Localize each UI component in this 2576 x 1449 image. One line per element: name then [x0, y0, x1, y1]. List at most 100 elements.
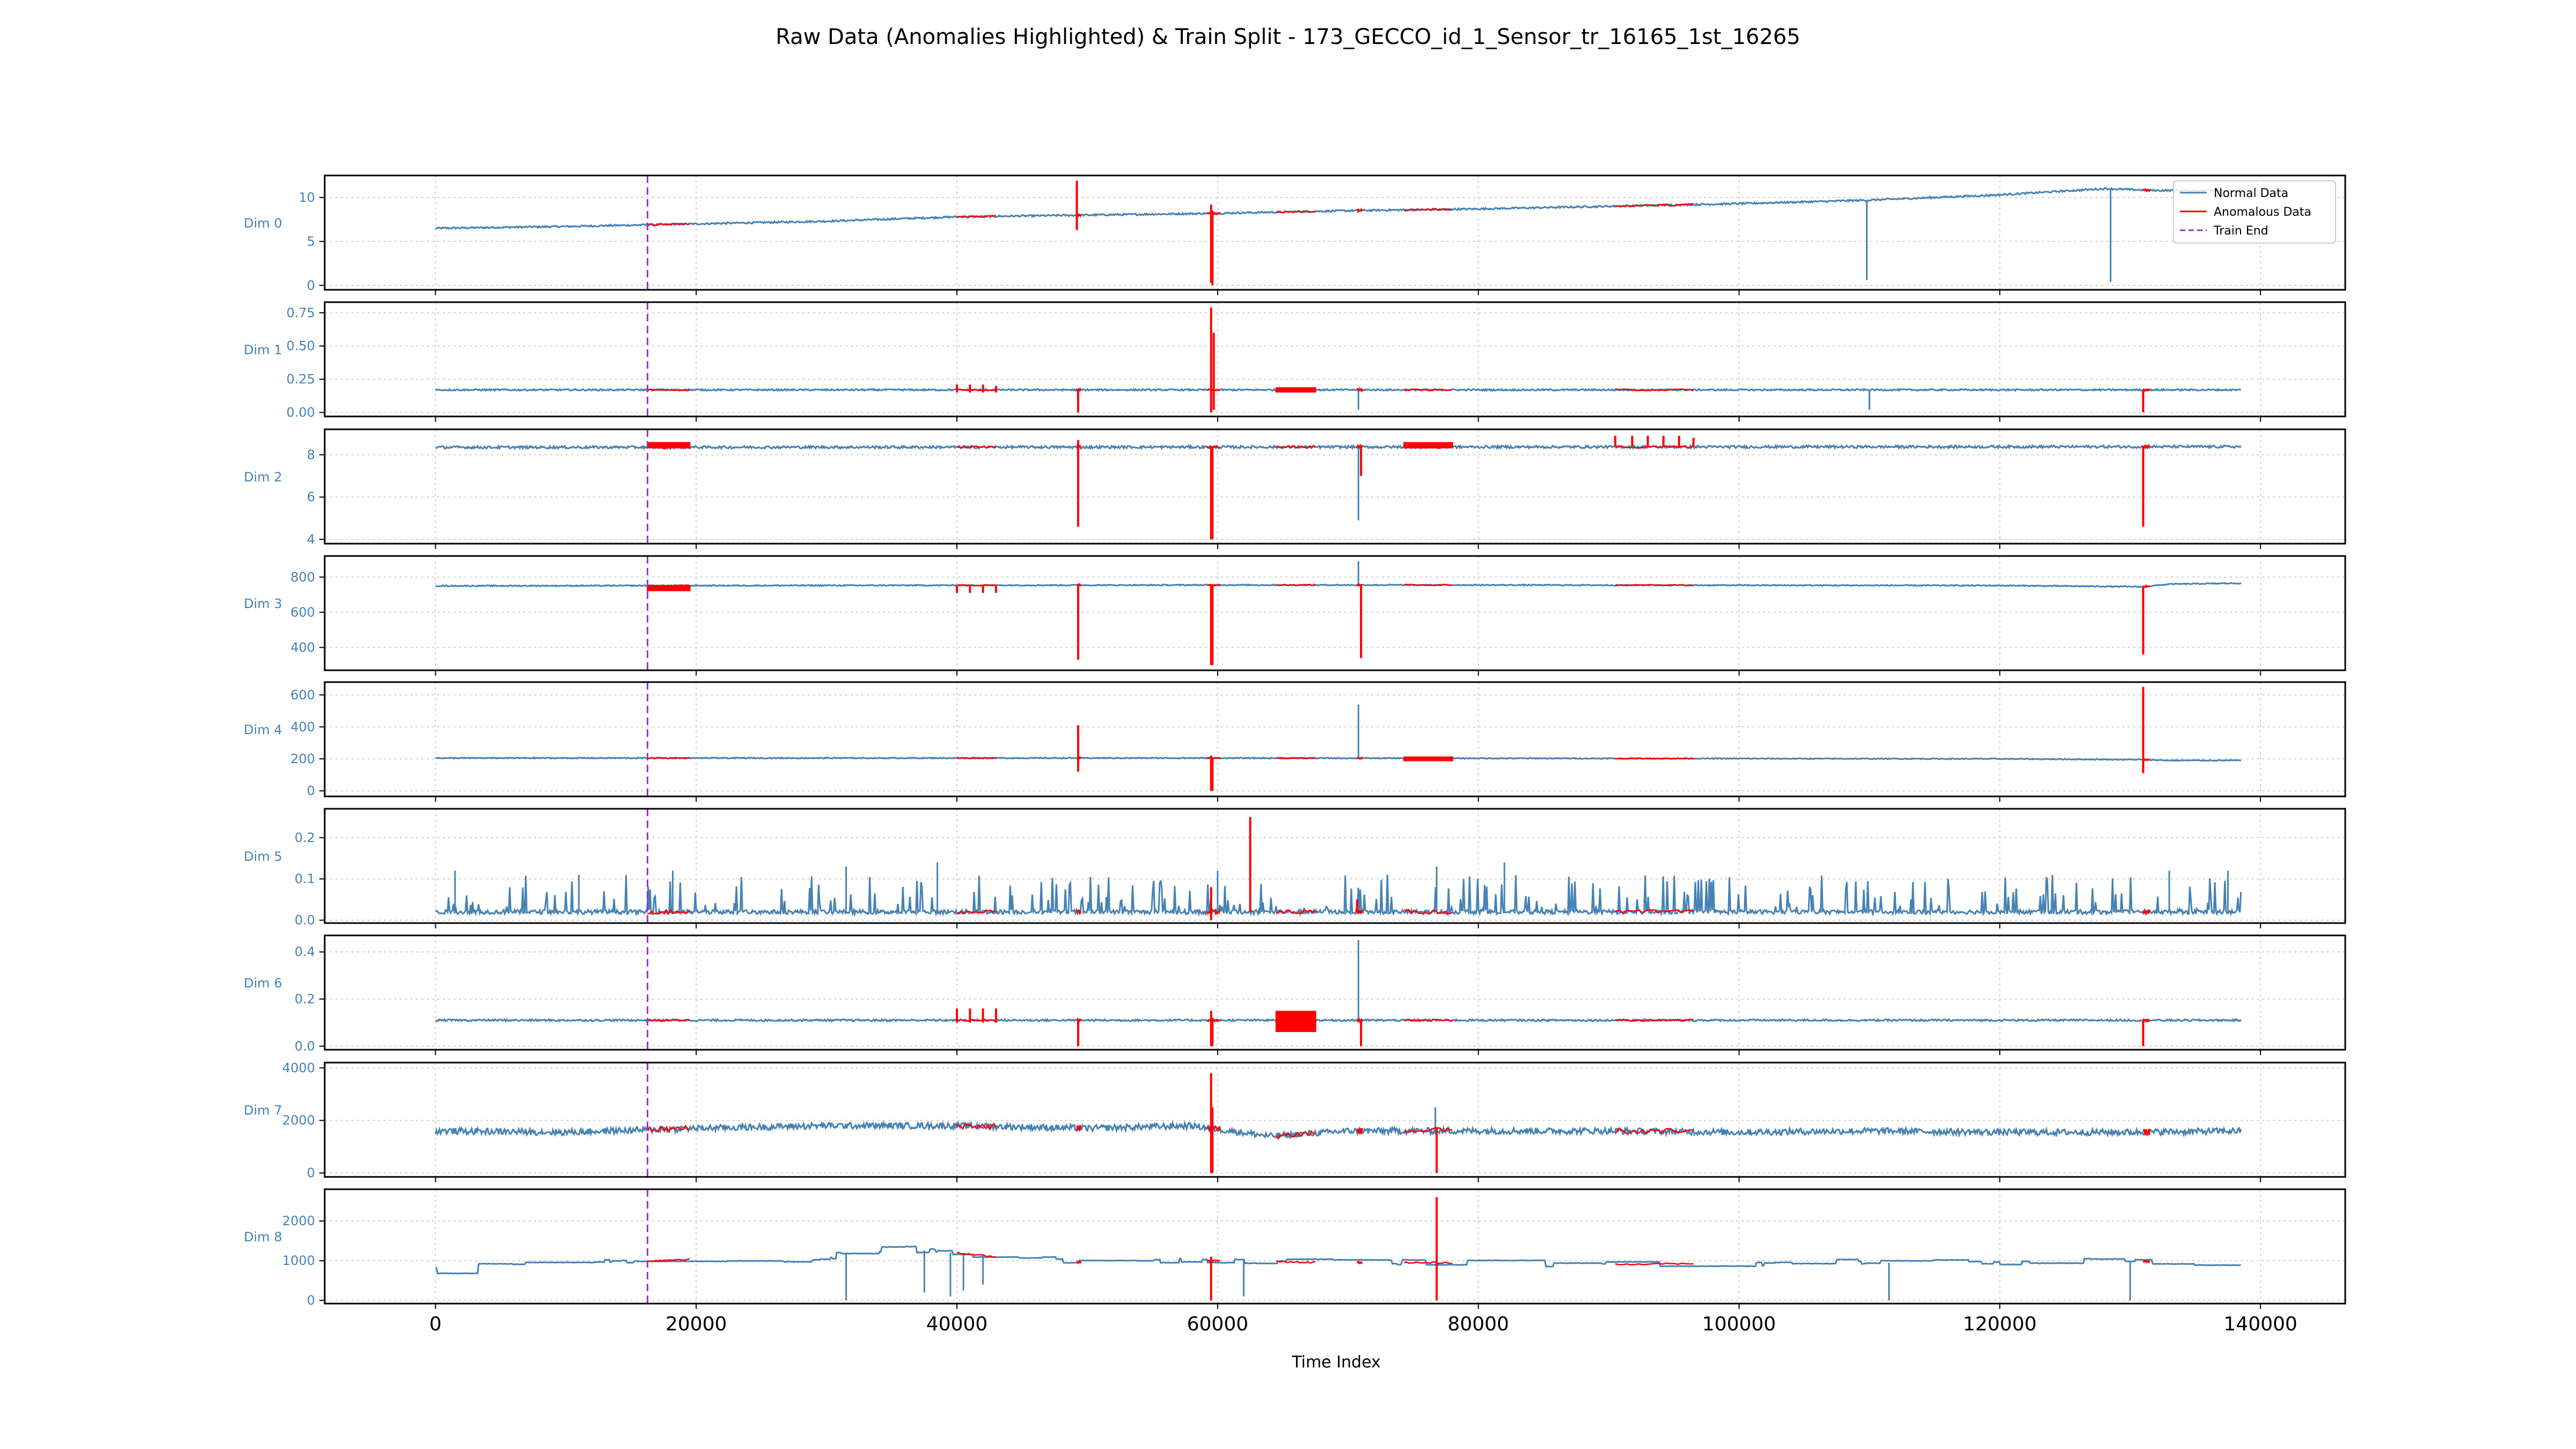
- anomalous-data-segment: [1206, 1124, 1221, 1133]
- anomalous-data-segment: [956, 757, 997, 759]
- panel-frame: [324, 428, 2346, 545]
- y-tick-label: 800: [290, 569, 315, 584]
- anomalous-data-segment: [2142, 188, 2150, 193]
- anomalous-data-segment: [1276, 583, 1316, 587]
- legend-label: Anomalous Data: [2214, 206, 2311, 219]
- anomalous-data-segment: [1615, 584, 1694, 587]
- y-tick-label: 0.75: [287, 305, 315, 320]
- normal-data-line: [435, 187, 2242, 230]
- normal-data-line: [435, 387, 2241, 392]
- legend-label: Train End: [2213, 224, 2268, 238]
- anomalous-data-segment: [647, 908, 690, 916]
- anomalous-data-segment: [1276, 757, 1316, 759]
- anomalous-data-segment: [1207, 1259, 1221, 1263]
- anomalous-data-segment: [647, 1258, 690, 1262]
- anomalous-data-segment: [1615, 388, 1694, 392]
- anomalous-data-segment: [1614, 1127, 1694, 1135]
- anomalous-data-segment: [1276, 1130, 1316, 1140]
- y-tick-label: 0.0: [295, 913, 315, 928]
- anomalous-data-segment: [1276, 909, 1316, 914]
- panel-frame: [324, 808, 2346, 924]
- y-axis-label: Dim 1: [244, 342, 282, 357]
- anomalous-data-segment: [1615, 445, 1694, 449]
- anomalous-data-segment: [1076, 1125, 1082, 1131]
- anomalous-data-segment: [647, 757, 690, 759]
- y-axis-label: Dim 4: [244, 722, 282, 737]
- y-axis-label: Dim 5: [244, 849, 282, 864]
- panel-dim-7: 0 2000 4000 Dim 7: [244, 1060, 2346, 1182]
- anomalous-data-segment: [1356, 909, 1363, 914]
- panel-frame: [324, 555, 2346, 671]
- panel-frame: [324, 934, 2346, 1051]
- anomalous-data-segment: [1403, 909, 1453, 915]
- anomalous-data-segment: [1276, 210, 1316, 214]
- y-tick-label: 0.2: [295, 992, 315, 1007]
- y-tick-label: 0.50: [287, 339, 315, 354]
- anomalous-data-segment: [2142, 909, 2150, 916]
- x-tick-label: 40000: [926, 1313, 988, 1335]
- legend-box: [2173, 180, 2336, 244]
- anomalous-data-segment: [1615, 909, 1694, 915]
- normal-data-line: [435, 875, 2242, 917]
- anomalous-data-segment: [957, 445, 997, 449]
- anomalous-data-segment: [2142, 1259, 2150, 1264]
- anomalous-data-segment: [2142, 1129, 2150, 1137]
- legend-label: Normal Data: [2214, 187, 2288, 200]
- panel-dim-2: 4 6 8 Dim 2: [244, 428, 2346, 549]
- normal-data-line: [435, 1119, 2242, 1140]
- anomalous-data-segment: [1276, 444, 1316, 449]
- anomalous-data-segment: [1206, 444, 1221, 449]
- x-tick-label: 100000: [1702, 1313, 1776, 1335]
- y-axis-label: Dim 6: [244, 976, 282, 991]
- panel-dim-4: 0 200 400 600 Dim 4: [244, 681, 2346, 802]
- x-axis: 0 20000 40000 60000 80000 100000 120000 140000: [429, 1313, 2297, 1335]
- anomalous-data-segment: [647, 388, 690, 392]
- panel-frame: [324, 174, 2346, 291]
- y-tick-label: 0.00: [287, 405, 315, 420]
- y-tick-label: 0.0: [295, 1038, 315, 1053]
- anomalous-data-segment: [1356, 583, 1363, 588]
- y-tick-label: 2000: [282, 1213, 315, 1228]
- y-axis-label: Dim 7: [244, 1103, 282, 1118]
- anomalous-data-segment: [1207, 583, 1221, 587]
- panel-dim-3: 400 600 800 Dim 3: [244, 555, 2346, 676]
- y-tick-label: 600: [290, 605, 315, 620]
- anomalous-data-segment: [956, 388, 997, 392]
- normal-data-line: [435, 1018, 2242, 1023]
- anomalous-data-segment: [1206, 908, 1221, 916]
- anomalous-data-segment: [957, 215, 997, 218]
- anomalous-data-segment: [1206, 1019, 1221, 1022]
- normal-data-line: [435, 1245, 2241, 1275]
- y-tick-label: 400: [290, 640, 315, 655]
- anomalous-data-segment: [647, 1124, 690, 1133]
- anomalous-data-segment: [1356, 756, 1363, 760]
- y-tick-label: 600: [290, 687, 315, 702]
- normal-data-line: [435, 443, 2242, 451]
- anomalous-data-segment: [956, 584, 996, 587]
- panel-frame: [324, 1188, 2346, 1305]
- anomalous-data-segment: [1076, 909, 1082, 916]
- panel-dim-5: 0.0 0.1 0.2 Dim 5: [244, 808, 2346, 928]
- panel-frame: [324, 1062, 2346, 1178]
- y-tick-label: 0.2: [295, 830, 315, 845]
- panel-dim-6: 0.0 0.2 0.4 Dim 6: [244, 934, 2346, 1055]
- x-tick-label: 20000: [665, 1313, 727, 1335]
- legend: Normal Data Anomalous Data Train End: [2173, 180, 2336, 244]
- y-tick-label: 4000: [282, 1060, 315, 1075]
- y-tick-label: 0: [307, 278, 315, 293]
- anomalous-data-segment: [1404, 583, 1453, 587]
- anomalous-data-segment: [956, 909, 997, 914]
- y-tick-label: 10: [298, 190, 315, 205]
- anomalous-data-segment: [647, 223, 690, 226]
- anomalous-data-segment: [1356, 443, 1363, 449]
- anomalous-data-segment: [647, 1019, 690, 1022]
- anomalous-data-segment: [1076, 1260, 1082, 1265]
- anomalous-data-segment: [1076, 583, 1081, 587]
- anomalous-data-segment: [1356, 1126, 1363, 1135]
- anomalous-data-segment: [956, 1019, 997, 1022]
- anomalous-data-segment: [1206, 211, 1221, 216]
- y-tick-label: 1000: [282, 1253, 315, 1268]
- y-axis-label: Dim 3: [244, 596, 282, 611]
- y-tick-label: 5: [307, 234, 315, 249]
